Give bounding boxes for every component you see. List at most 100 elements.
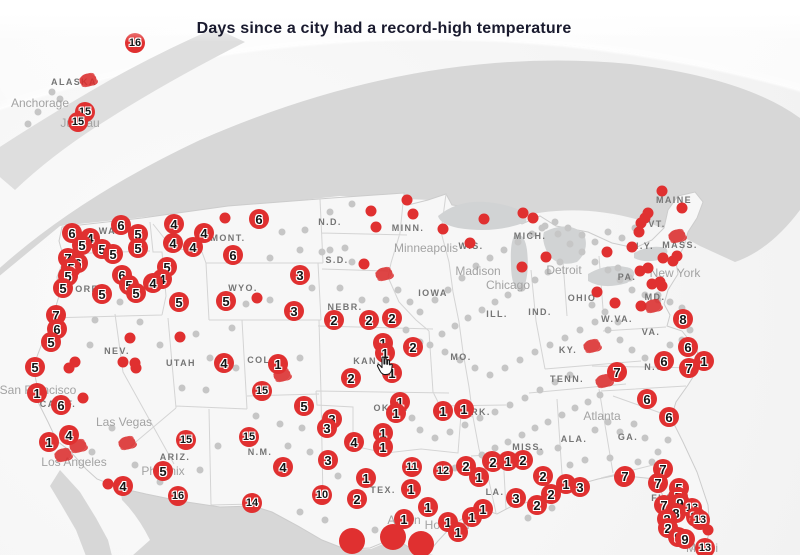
recent-record-dot[interactable] xyxy=(654,276,666,288)
recent-record-dot[interactable] xyxy=(69,356,81,368)
record-day-marker[interactable]: 2 xyxy=(541,484,561,504)
recent-record-dot[interactable] xyxy=(174,331,186,343)
record-day-marker[interactable]: 5 xyxy=(126,283,146,303)
record-day-marker[interactable]: 2 xyxy=(359,310,379,330)
record-day-marker[interactable]: 1 xyxy=(418,497,438,517)
record-day-marker[interactable]: 2 xyxy=(403,337,423,357)
record-day-marker[interactable]: 6 xyxy=(659,407,679,427)
recent-record-dot[interactable] xyxy=(102,478,114,490)
record-day-marker[interactable]: 15 xyxy=(252,381,272,401)
recent-record-dot[interactable] xyxy=(540,251,552,263)
record-day-marker[interactable]: 4 xyxy=(214,353,234,373)
record-day-marker[interactable]: 2 xyxy=(527,495,547,515)
record-day-marker[interactable]: 6 xyxy=(637,389,657,409)
record-day-marker[interactable]: 2 xyxy=(347,489,367,509)
recent-record-dot[interactable] xyxy=(251,292,263,304)
record-day-marker[interactable]: 4 xyxy=(113,476,133,496)
recent-record-dot[interactable] xyxy=(634,265,646,277)
recent-record-dot[interactable] xyxy=(407,208,419,220)
record-day-marker[interactable]: 2 xyxy=(324,310,344,330)
record-day-marker[interactable]: 4 xyxy=(143,273,163,293)
record-day-marker[interactable]: 15 xyxy=(176,430,196,450)
recent-record-dot[interactable] xyxy=(656,185,668,197)
recent-record-dot[interactable] xyxy=(657,252,669,264)
recent-record-dot[interactable] xyxy=(478,213,490,225)
recent-record-dot[interactable] xyxy=(667,255,679,267)
recent-record-dot[interactable] xyxy=(370,221,382,233)
recent-record-dot[interactable] xyxy=(124,332,136,344)
record-dot-large[interactable] xyxy=(339,528,365,554)
record-day-marker[interactable]: 1 xyxy=(469,467,489,487)
recent-record-dot[interactable] xyxy=(609,297,621,309)
record-day-marker[interactable]: 1 xyxy=(433,401,453,421)
record-day-marker[interactable]: 5 xyxy=(169,292,189,312)
record-day-marker[interactable]: 7 xyxy=(607,362,627,382)
record-day-marker[interactable]: 5 xyxy=(128,238,148,258)
record-day-marker[interactable]: 1 xyxy=(394,509,414,529)
record-day-marker[interactable]: 2 xyxy=(533,466,553,486)
record-day-marker[interactable]: 4 xyxy=(344,432,364,452)
recent-record-dot[interactable] xyxy=(365,205,377,217)
record-day-marker[interactable]: 6 xyxy=(249,209,269,229)
record-day-marker[interactable]: 1 xyxy=(448,522,468,542)
record-day-marker[interactable]: 10 xyxy=(312,485,332,505)
recent-record-dot[interactable] xyxy=(702,524,714,536)
recent-record-dot[interactable] xyxy=(676,202,688,214)
recent-record-dot[interactable] xyxy=(635,300,647,312)
record-day-marker[interactable]: 5 xyxy=(294,396,314,416)
record-day-marker[interactable]: 3 xyxy=(317,418,337,438)
record-day-marker[interactable]: 2 xyxy=(513,450,533,470)
record-day-marker[interactable]: 3 xyxy=(570,477,590,497)
record-day-marker[interactable]: 2 xyxy=(483,452,503,472)
record-day-marker[interactable]: 13 xyxy=(695,538,715,555)
record-day-marker[interactable]: 2 xyxy=(382,308,402,328)
record-day-marker[interactable]: 14 xyxy=(242,493,262,513)
recent-record-dot[interactable] xyxy=(401,194,413,206)
record-day-marker[interactable]: 1 xyxy=(473,499,493,519)
record-day-marker[interactable]: 7 xyxy=(679,358,699,378)
record-day-marker[interactable]: 2 xyxy=(341,368,361,388)
record-day-marker[interactable]: 3 xyxy=(506,488,526,508)
recent-record-dot[interactable] xyxy=(516,261,528,273)
record-day-marker[interactable]: 4 xyxy=(273,457,293,477)
record-day-marker[interactable]: 1 xyxy=(386,403,406,423)
record-day-marker[interactable]: 5 xyxy=(25,357,45,377)
recent-record-dot[interactable] xyxy=(77,392,89,404)
record-day-marker[interactable]: 1 xyxy=(401,479,421,499)
record-day-marker[interactable]: 4 xyxy=(59,425,79,445)
record-day-marker[interactable]: 5 xyxy=(153,461,173,481)
record-day-marker[interactable]: 11 xyxy=(402,457,422,477)
record-day-marker[interactable]: 15 xyxy=(239,427,259,447)
record-day-marker[interactable]: 8 xyxy=(673,309,693,329)
record-day-marker[interactable]: 13 xyxy=(690,510,710,530)
recent-record-dot[interactable] xyxy=(130,362,142,374)
record-day-marker[interactable]: 1 xyxy=(454,399,474,419)
record-day-marker[interactable]: 4 xyxy=(183,237,203,257)
recent-record-dot[interactable] xyxy=(527,212,539,224)
record-day-marker[interactable]: 6 xyxy=(678,337,698,357)
record-day-marker[interactable]: 15 xyxy=(68,112,88,132)
record-day-marker[interactable]: 5 xyxy=(103,244,123,264)
record-dot-large[interactable] xyxy=(408,531,434,555)
record-day-marker[interactable]: 3 xyxy=(290,265,310,285)
record-day-marker[interactable]: 6 xyxy=(654,351,674,371)
recent-record-dot[interactable] xyxy=(646,278,658,290)
record-day-marker[interactable]: 5 xyxy=(41,332,61,352)
record-day-marker[interactable]: 12 xyxy=(433,461,453,481)
record-day-marker[interactable]: 1 xyxy=(694,351,714,371)
recent-record-dot[interactable] xyxy=(635,217,647,229)
record-day-marker[interactable]: 4 xyxy=(164,214,184,234)
record-day-marker[interactable]: 7 xyxy=(615,466,635,486)
record-day-marker[interactable]: 6 xyxy=(223,245,243,265)
record-day-marker[interactable]: 5 xyxy=(92,284,112,304)
record-day-marker[interactable]: 9 xyxy=(675,529,695,549)
recent-record-dot[interactable] xyxy=(464,237,476,249)
recent-record-dot[interactable] xyxy=(219,212,231,224)
record-day-marker[interactable]: 1 xyxy=(27,383,47,403)
record-day-marker[interactable]: 6 xyxy=(51,395,71,415)
record-day-marker[interactable]: 3 xyxy=(284,301,304,321)
recent-record-dot[interactable] xyxy=(63,362,75,374)
recent-record-dot[interactable] xyxy=(671,250,683,262)
record-day-marker[interactable]: 3 xyxy=(318,450,338,470)
recent-record-dot[interactable] xyxy=(601,246,613,258)
